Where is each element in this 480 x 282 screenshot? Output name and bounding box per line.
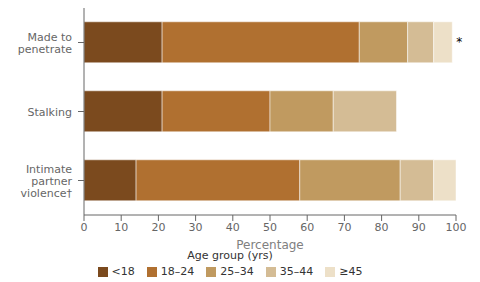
svg-text:70: 70 — [337, 221, 351, 234]
svg-text:90: 90 — [412, 221, 426, 234]
svg-text:30: 30 — [189, 221, 203, 234]
html-text:<18: <18 — [111, 265, 135, 278]
html-text:25–34: 25–34 — [220, 265, 254, 278]
html-text:35–44: 35–44 — [279, 265, 314, 278]
svg-text:40: 40 — [226, 221, 240, 234]
html-text:18–24: 18–24 — [160, 265, 195, 278]
svg-text:20: 20 — [151, 221, 165, 234]
svg-text:0: 0 — [81, 221, 88, 234]
svg-text:80: 80 — [375, 221, 389, 234]
svg-text:Made topenetrate: Made topenetrate — [18, 31, 72, 56]
svg-text:Stalking: Stalking — [28, 106, 72, 119]
html-text:Age group (yrs): Age group (yrs) — [187, 249, 273, 262]
svg-text:*: * — [456, 35, 462, 49]
svg-text:10: 10 — [114, 221, 128, 234]
svg-text:50: 50 — [263, 221, 277, 234]
svg-text:100: 100 — [446, 221, 467, 234]
svg-text:Percentage: Percentage — [236, 238, 304, 252]
svg-text:60: 60 — [300, 221, 314, 234]
svg-text:Intimatepartnerviolence†: Intimatepartnerviolence† — [21, 163, 73, 200]
html-text:≥45: ≥45 — [339, 265, 363, 278]
